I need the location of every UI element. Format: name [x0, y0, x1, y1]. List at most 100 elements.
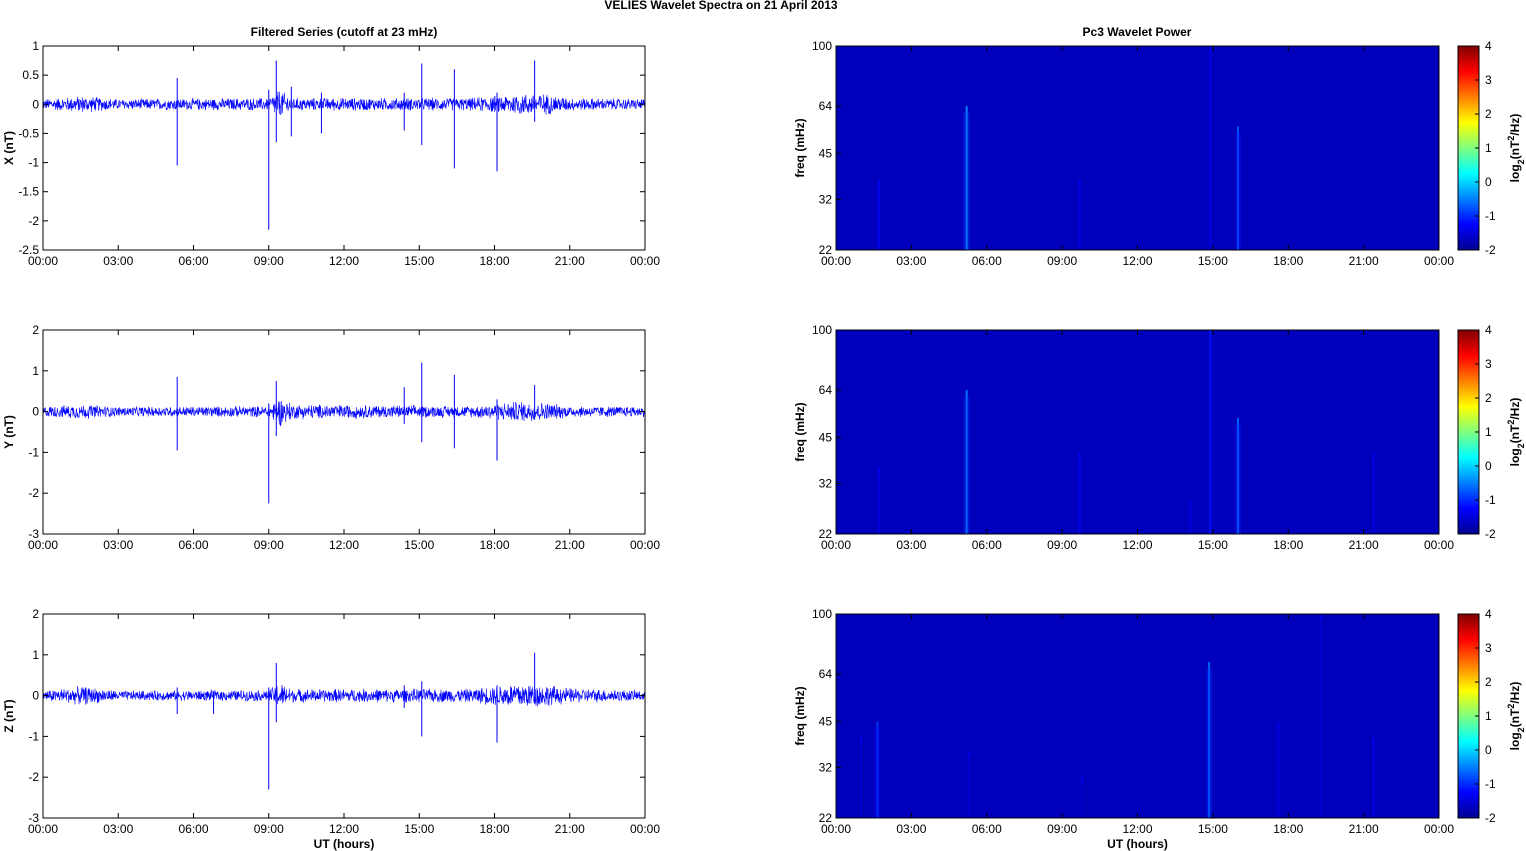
y-tick-label: 64 — [819, 667, 833, 681]
y-tick-label: -3 — [28, 527, 39, 541]
wavelet-power-halo — [963, 396, 970, 534]
x-tick-label: 18:00 — [479, 254, 509, 268]
y-tick-label: -2 — [28, 214, 39, 228]
x-axis-label: UT (hours) — [1107, 837, 1168, 851]
x-tick-label: 12:00 — [329, 254, 359, 268]
y-tick-label: 100 — [812, 607, 832, 621]
colorbar-tick-label: -2 — [1485, 527, 1496, 541]
y-tick-label: 22 — [819, 527, 833, 541]
colorbar-tick-label: 3 — [1485, 641, 1492, 655]
colorbar-label: log2(nT2/Hz) — [1506, 682, 1526, 751]
y-tick-label: 100 — [812, 39, 832, 53]
wavelet-power-streak — [877, 179, 880, 250]
spectrum-background — [836, 330, 1439, 534]
x-tick-label: 09:00 — [1047, 254, 1077, 268]
colorbar-tick-label: 4 — [1485, 39, 1492, 53]
y-tick-label: -3 — [28, 811, 39, 825]
wavelet-power-halo — [1207, 336, 1214, 534]
colorbar-tick-label: 4 — [1485, 323, 1492, 337]
colorbar-tick-label: 2 — [1485, 107, 1492, 121]
y-tick-label: 22 — [819, 811, 833, 825]
wavelet-power-streak — [965, 390, 968, 534]
wavelet-power-halo — [1235, 132, 1241, 250]
x-tick-label: 15:00 — [404, 822, 434, 836]
plot-area — [43, 46, 645, 250]
wavelet-power-streak — [1277, 721, 1280, 818]
wavelet-power-halo — [1076, 459, 1083, 534]
colorbar-tick-label: 2 — [1485, 391, 1492, 405]
y-axis-label: freq (mHz) — [793, 118, 807, 177]
left-column-title: Filtered Series (cutoff at 23 mHz) — [251, 25, 438, 39]
x-tick-label: 15:00 — [404, 538, 434, 552]
x-axis-label: UT (hours) — [314, 837, 375, 851]
y-tick-label: 100 — [812, 323, 832, 337]
wavelet-power-streak — [1209, 330, 1212, 534]
colorbar-label: log2(nT2/Hz) — [1506, 398, 1526, 467]
wavelet-power-halo — [875, 185, 882, 250]
x-tick-label: 09:00 — [254, 254, 284, 268]
y-tick-label: 2 — [32, 607, 39, 621]
wavelet-power-halo — [1206, 668, 1213, 818]
line-panel-2: 2 1 0 -1 -2 -3 Y (nT) 00:00 03:00 06:00 09:00 12:00… — [2, 323, 660, 552]
y-tick-label: 22 — [819, 243, 833, 257]
y-tick-label: 32 — [819, 761, 833, 775]
colorbar-tick-label: 1 — [1485, 709, 1492, 723]
y-tick-label: 0 — [32, 689, 39, 703]
y-tick-label: 64 — [819, 383, 833, 397]
spectrum-background — [836, 614, 1439, 818]
x-tick-label: 15:00 — [404, 254, 434, 268]
x-tick-label: 03:00 — [103, 254, 133, 268]
wavelet-power-streak — [968, 751, 971, 818]
colorbar-tick-label: -2 — [1485, 811, 1496, 825]
x-tick-label: 18:00 — [479, 538, 509, 552]
wavelet-power-halo — [966, 757, 973, 818]
x-tick-label: 15:00 — [1198, 254, 1228, 268]
y-axis-label: freq (mHz) — [793, 686, 807, 745]
x-tick-label: 21:00 — [1349, 254, 1379, 268]
wavelet-power-halo — [1370, 743, 1377, 818]
wavelet-power-halo — [1235, 424, 1241, 534]
x-tick-label: 12:00 — [1122, 254, 1152, 268]
colorbar-tick-label: -1 — [1485, 777, 1496, 791]
x-tick-label: 21:00 — [555, 254, 585, 268]
plot-area — [43, 614, 645, 818]
x-tick-label: 09:00 — [1047, 538, 1077, 552]
wavelet-power-halo — [1079, 782, 1086, 818]
wavelet-power-streak — [860, 737, 863, 818]
colorbar-tick-label: 0 — [1485, 743, 1492, 757]
x-tick-label: 09:00 — [1047, 822, 1077, 836]
y-tick-label: -2 — [28, 486, 39, 500]
x-tick-label: 21:00 — [1349, 822, 1379, 836]
x-tick-label: 15:00 — [1198, 538, 1228, 552]
y-tick-label: 1 — [32, 39, 39, 53]
y-tick-label: -0.5 — [18, 126, 39, 140]
y-axis-label: X (nT) — [2, 131, 16, 165]
x-tick-label: 12:00 — [329, 822, 359, 836]
line-panel-1: 1 0.5 0 -0.5 -1 -1.5 -2 -2.5 X (nT) 00:00 03:00 06:… — [2, 39, 660, 268]
x-tick-label: 12:00 — [1122, 822, 1152, 836]
y-tick-label: 1 — [32, 648, 39, 662]
wavelet-power-halo — [1370, 459, 1377, 534]
plot-area — [43, 330, 645, 534]
wavelet-power-halo — [874, 727, 881, 818]
x-tick-label: 00:00 — [630, 822, 660, 836]
wavelet-power-streak — [1372, 453, 1375, 534]
y-tick-label: -2 — [28, 770, 39, 784]
colorbar-tick-label: -2 — [1485, 243, 1496, 257]
y-axis-label: Z (nT) — [2, 699, 16, 732]
x-tick-label: 00:00 — [28, 538, 58, 552]
x-tick-label: 21:00 — [555, 822, 585, 836]
y-tick-label: 0 — [32, 97, 39, 111]
x-tick-label: 00:00 — [821, 822, 851, 836]
y-tick-label: 0.5 — [22, 68, 39, 82]
x-tick-label: 18:00 — [1273, 538, 1303, 552]
x-tick-label: 00:00 — [28, 822, 58, 836]
x-tick-label: 18:00 — [1273, 822, 1303, 836]
x-tick-label: 00:00 — [28, 254, 58, 268]
wavelet-power-halo — [1275, 727, 1282, 818]
x-tick-label: 06:00 — [178, 254, 208, 268]
